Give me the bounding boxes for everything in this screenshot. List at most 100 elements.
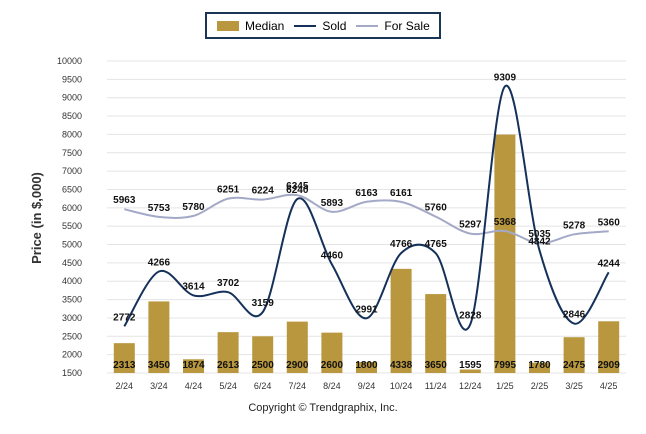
- for-sale-value-label: 5035: [528, 229, 551, 240]
- y-tick-label: 7000: [62, 166, 82, 176]
- y-tick-label: 4000: [62, 276, 82, 286]
- for-sale-value-label: 5963: [113, 195, 136, 206]
- trend-lines: [123, 84, 610, 331]
- y-tick-label: 8000: [62, 129, 82, 139]
- sold-value-label: 2772: [113, 312, 136, 323]
- median-value-label: 1874: [182, 360, 205, 371]
- y-tick-label: 6000: [62, 203, 82, 213]
- median-value-label: 3650: [425, 360, 448, 371]
- y-tick-label: 6500: [62, 184, 82, 194]
- median-bar: [217, 332, 239, 373]
- sold-value-label: 4842: [528, 236, 551, 247]
- legend-item-for-sale: For Sale: [356, 18, 430, 33]
- sold-value-label: 4765: [425, 239, 448, 250]
- sold-value-label: 9309: [494, 72, 517, 83]
- median-bar: [113, 343, 135, 373]
- for-sale-value-label: 5360: [598, 217, 621, 228]
- for-sale-line: [124, 193, 609, 245]
- for-sale-value-label: 6161: [390, 188, 413, 199]
- median-value-label: 2500: [252, 360, 275, 371]
- y-tick-label: 3500: [62, 295, 82, 305]
- sold-value-label: 2991: [355, 304, 378, 315]
- for-sale-value-label: 5278: [563, 220, 586, 231]
- median-value-label: 2600: [321, 360, 344, 371]
- median-bar: [148, 301, 170, 373]
- median-bar: [286, 321, 308, 373]
- median-bar: [252, 336, 274, 373]
- x-tick-label: 1/25: [496, 381, 514, 391]
- median-bar: [425, 294, 447, 373]
- median-value-label: 2313: [113, 360, 136, 371]
- median-value-label: 1595: [459, 360, 482, 371]
- x-axis-tick-labels: 2/24 3/24 4/24 5/24 6/24 7/24 8/24 9/24 10/24 11/…: [116, 381, 618, 391]
- x-tick-label: 6/24: [254, 381, 272, 391]
- for-sale-value-label: 6251: [217, 185, 240, 196]
- median-value-label: 1780: [528, 360, 551, 371]
- for-sale-value-label: 6345: [286, 181, 309, 192]
- for-sale-value-label: 5893: [321, 198, 344, 209]
- legend-swatch-median: [217, 20, 239, 31]
- sold-line: [123, 84, 610, 331]
- x-tick-label: 3/25: [565, 381, 583, 391]
- for-sale-value-label: 5780: [182, 202, 205, 213]
- data-labels: 2313 3450 1874 2613 2500 2900 2600 1800 4338 3650…: [113, 72, 620, 371]
- x-tick-label: 8/24: [323, 381, 341, 391]
- x-tick-label: 3/24: [150, 381, 168, 391]
- grid-lines: [107, 60, 626, 374]
- for-sale-value-label: 5753: [148, 203, 171, 214]
- x-tick-label: 12/24: [459, 381, 482, 391]
- median-value-label: 1800: [355, 360, 378, 371]
- y-tick-label: 2500: [62, 331, 82, 341]
- sold-value-label: 2846: [563, 310, 586, 321]
- median-bar: [563, 337, 585, 373]
- median-bar: [390, 268, 412, 373]
- x-tick-label: 4/25: [600, 381, 618, 391]
- y-tick-label: 1500: [62, 368, 82, 378]
- x-tick-label: 11/24: [425, 381, 447, 391]
- x-tick-label: 9/24: [358, 381, 376, 391]
- x-tick-label: 5/24: [219, 381, 237, 391]
- median-bar: [183, 359, 204, 373]
- y-tick-label: 5500: [62, 221, 82, 231]
- median-bar: [494, 134, 516, 373]
- median-bar: [459, 369, 481, 373]
- sold-value-label: 6240: [286, 185, 309, 196]
- median-value-label: 2475: [563, 360, 586, 371]
- y-tick-label: 9000: [62, 93, 82, 103]
- median-bar: [356, 361, 377, 373]
- x-tick-label: 2/24: [116, 381, 134, 391]
- median-value-label: 3450: [148, 360, 171, 371]
- for-sale-value-label: 6224: [252, 186, 275, 197]
- legend-swatch-for-sale: [356, 24, 379, 27]
- y-tick-label: 8500: [62, 111, 82, 121]
- median-value-label: 2900: [286, 360, 309, 371]
- median-value-label: 4338: [390, 360, 413, 371]
- median-bars: [113, 134, 620, 373]
- y-tick-label: 3000: [62, 313, 82, 323]
- y-tick-label: 4500: [62, 258, 82, 268]
- y-tick-label: 5000: [62, 240, 82, 250]
- legend-swatch-sold: [294, 24, 317, 27]
- for-sale-value-label: 5760: [425, 203, 448, 214]
- legend-item-sold: Sold: [294, 19, 346, 33]
- x-tick-label: 7/24: [289, 381, 307, 391]
- sold-value-label: 3702: [217, 278, 240, 289]
- x-tick-label: 4/24: [185, 381, 203, 391]
- for-sale-value-label: 5297: [459, 220, 482, 231]
- for-sale-value-label: 6163: [355, 188, 378, 199]
- sold-value-label: 4244: [598, 258, 621, 269]
- median-bar: [529, 362, 550, 373]
- y-axis-tick-labels: 1500 2000 2500 3000 3500 4000 4500 5000 5500 6000…: [57, 56, 82, 378]
- legend-item-median: Median: [217, 19, 284, 33]
- legend-label-median: Median: [245, 18, 285, 33]
- legend-label-for-sale: For Sale: [384, 18, 430, 33]
- sold-value-label: 4266: [148, 257, 171, 268]
- chart-legend: Median Sold For Sale: [205, 12, 441, 39]
- median-value-label: 2909: [598, 360, 621, 371]
- median-bar: [598, 321, 620, 373]
- sold-value-label: 4766: [390, 239, 413, 250]
- sold-value-label: 3614: [182, 281, 205, 292]
- x-tick-label: 10/24: [390, 381, 413, 391]
- median-bar: [321, 332, 343, 373]
